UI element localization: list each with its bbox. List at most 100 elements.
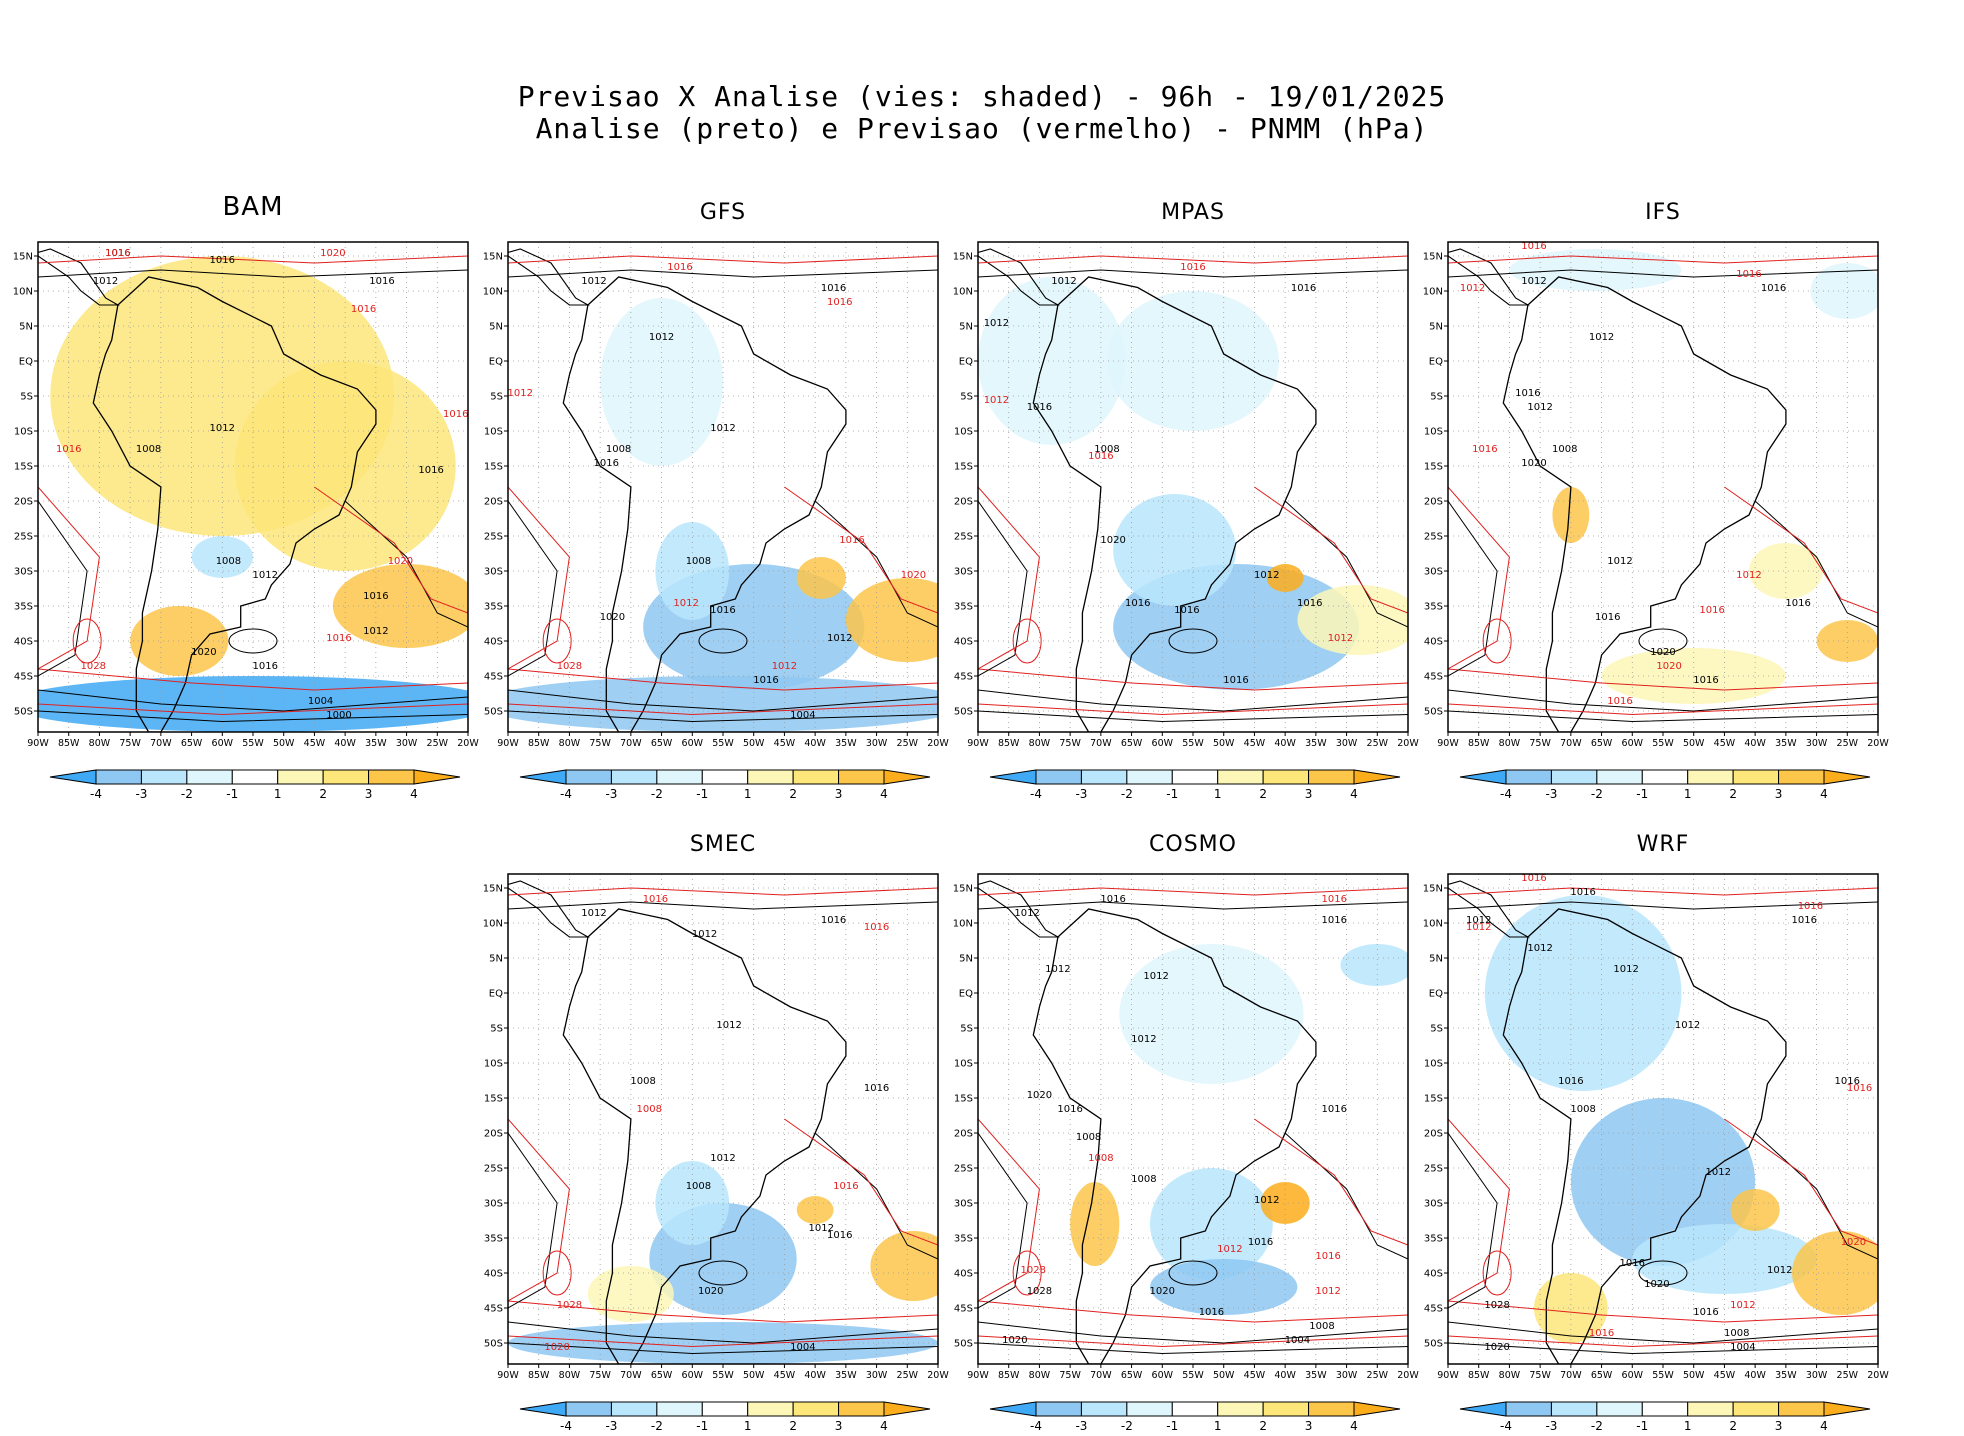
colorbar-label: 3 xyxy=(1305,787,1313,801)
isobar-line xyxy=(542,618,572,664)
isobar-line xyxy=(978,887,1408,896)
forecast-contour-label: 1012 xyxy=(1328,633,1353,644)
analysis-contour-label: 1012 xyxy=(210,423,235,434)
analysis-contour-label: 1012 xyxy=(363,626,388,637)
analysis-contour-label: 1016 xyxy=(1174,605,1199,616)
isobar-line xyxy=(1638,1260,1688,1286)
coastline xyxy=(508,248,590,306)
analysis-contour-label: 1008 xyxy=(1309,1321,1334,1332)
colorbar-label: -3 xyxy=(135,787,147,801)
panel-plot: 1012101610121012100810121008101210161020… xyxy=(483,873,949,1433)
y-tick-label: 35S xyxy=(14,602,33,613)
chart-subtitle: Analise (preto) e Previsao (vermelho) - … xyxy=(535,112,1429,145)
analysis-contour-label: 1008 xyxy=(1094,444,1119,455)
isobar-line xyxy=(1724,486,1878,614)
x-tick-label: 25W xyxy=(1367,738,1389,749)
isobar-line xyxy=(508,500,558,677)
map-area: 1012101610121012100810121008101210161020… xyxy=(508,874,938,1364)
colorbar-segment xyxy=(1505,769,1552,785)
isobar-line xyxy=(508,689,938,712)
colorbar-segment xyxy=(1080,1401,1128,1417)
y-tick-label: 10N xyxy=(483,919,503,930)
y-tick-label: 15S xyxy=(484,1094,503,1105)
analysis-contour-label: 1020 xyxy=(1521,458,1546,469)
colorbar-label: 4 xyxy=(880,1419,888,1433)
y-tick-label: 30S xyxy=(484,1199,503,1210)
colorbar-segment xyxy=(1126,1401,1173,1417)
map-area: 1012 1016 1016 1012 1012 1012 1020 1016 1008 1008… xyxy=(978,874,1408,1364)
bias-region xyxy=(655,522,730,620)
colorbar-label: 3 xyxy=(365,787,373,801)
colorbar-segment xyxy=(1217,769,1264,785)
x-tick-label: 55W xyxy=(1182,738,1204,749)
x-tick-label: 55W xyxy=(242,738,264,749)
analysis-contour-label: 1016 xyxy=(821,283,846,294)
y-tick-label: 20S xyxy=(484,497,503,508)
y-tick-label: 30S xyxy=(1424,567,1443,578)
panel-smec: SMEC 1012 1016 1012 1012 1008 1012 1008 1012 101… xyxy=(470,832,950,1433)
x-tick-label: 60W xyxy=(1622,1370,1644,1381)
x-tick-label: 55W xyxy=(1182,1370,1204,1381)
isobar-line xyxy=(228,628,278,654)
analysis-contour-label: 1012 xyxy=(93,276,118,287)
x-tick-label: 70W xyxy=(150,738,172,749)
x-tick-label: 50W xyxy=(743,738,765,749)
isobar-line xyxy=(508,901,938,910)
x-tick-label: 30W xyxy=(396,738,418,749)
analysis-contour-label: 1020 xyxy=(1027,1090,1052,1101)
analysis-contour-label: 1012 xyxy=(1254,1195,1279,1206)
x-tick-label: 35W xyxy=(1305,738,1327,749)
colorbar-label: -1 xyxy=(696,787,708,801)
colorbar-segment xyxy=(413,769,461,785)
x-tick-label: 65W xyxy=(1591,1370,1613,1381)
colorbar-label: -4 xyxy=(560,1419,572,1433)
x-tick-label: 45W xyxy=(774,738,796,749)
analysis-contour-label: 1016 xyxy=(1835,1076,1860,1087)
x-tick-label: 20W xyxy=(927,1370,949,1381)
colorbar-segment xyxy=(1550,1401,1598,1417)
x-tick-label: 85W xyxy=(998,738,1020,749)
colorbar-segment xyxy=(1687,769,1734,785)
isobar-line xyxy=(978,1300,1408,1323)
colorbar-label: -3 xyxy=(605,787,617,801)
x-tick-label: 65W xyxy=(651,1370,673,1381)
isobar-line xyxy=(38,486,100,670)
forecast-contour-label: 1016 xyxy=(1521,241,1546,252)
panel-plot: 1012 1016 1016 1012 1012 1012 1020 1016 1008 1008… xyxy=(953,873,1419,1433)
bias-region xyxy=(1150,1259,1298,1315)
analysis-contour-label: 1016 xyxy=(1027,402,1052,413)
isobar-line xyxy=(508,1335,938,1348)
y-tick-label: 35S xyxy=(1424,602,1443,613)
x-tick-label: 90W xyxy=(497,738,519,749)
x-tick-label: 60W xyxy=(1152,738,1174,749)
bias-region xyxy=(508,676,938,732)
colorbar-segment xyxy=(1308,1401,1355,1417)
forecast-contour-label: 1020 xyxy=(901,570,926,581)
analysis-contour-label: 1016 xyxy=(710,605,735,616)
analysis-contour-label: 1028 xyxy=(1484,1300,1509,1311)
colorbar-segment xyxy=(1171,1401,1219,1417)
y-tick-label: 10S xyxy=(1424,427,1443,438)
y-tick-label: 10N xyxy=(1423,919,1443,930)
analysis-contour-label: 1016 xyxy=(753,675,778,686)
analysis-contour-label: 1012 xyxy=(1014,908,1039,919)
coastline xyxy=(1502,908,1787,1364)
x-tick-label: 75W xyxy=(1059,1370,1081,1381)
colorbar-label: 2 xyxy=(789,787,797,801)
y-tick-label: 30S xyxy=(14,567,33,578)
analysis-contour-label: 1028 xyxy=(1027,1286,1052,1297)
x-tick-label: 85W xyxy=(998,1370,1020,1381)
map-area: 1012 1016 1012 1016 1012 1008 1020 1012 1016 1020… xyxy=(1448,241,1878,732)
analysis-contour-label: 1020 xyxy=(1002,1335,1027,1346)
y-tick-label: 25S xyxy=(484,1164,503,1175)
analysis-contour-label: 1008 xyxy=(606,444,631,455)
isobar-line xyxy=(1448,689,1878,712)
y-tick-label: 40S xyxy=(484,1269,503,1280)
colorbar-segment xyxy=(519,769,567,785)
forecast-contour-label: 1028 xyxy=(557,661,582,672)
y-tick-label: 5S xyxy=(960,1024,973,1035)
colorbar-segment xyxy=(1262,769,1310,785)
forecast-contour-label: 1016 xyxy=(1847,1083,1872,1094)
x-tick-label: 25W xyxy=(427,738,449,749)
y-tick-label: 25S xyxy=(1424,532,1443,543)
